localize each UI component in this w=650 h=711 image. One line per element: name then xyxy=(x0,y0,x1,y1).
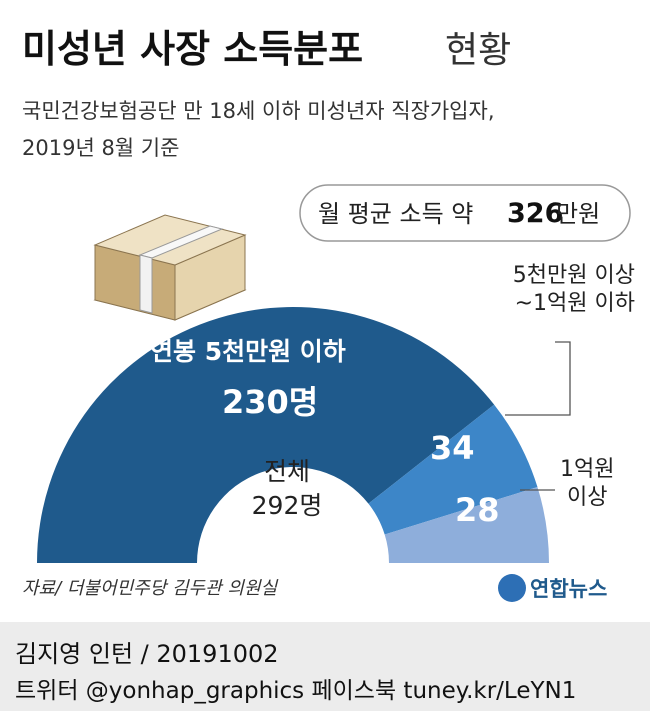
source: 자료/ 더불어민주당 김두관 의원실 xyxy=(22,578,279,599)
money-icon xyxy=(93,214,247,321)
footer-bg xyxy=(0,622,650,711)
value-label: 28 xyxy=(455,491,500,529)
value-label: 34 xyxy=(430,429,475,467)
subtitle: 국민건강보험공단 만 18세 이하 미성년자 직장가입자, xyxy=(22,99,495,123)
leader-line xyxy=(505,341,571,416)
category-label: 5천만원 이상 ~1억원 이하 xyxy=(512,263,635,316)
logo-icon xyxy=(498,574,526,602)
category-label: 1억원 이상 xyxy=(560,457,615,510)
center-label: 전체 xyxy=(263,457,310,486)
annotation-box xyxy=(299,184,631,242)
annotation-value: 326 xyxy=(507,198,563,229)
chart-title: 미성년 사장 소득분포 xyxy=(22,27,363,71)
value-label: 230명 xyxy=(222,383,319,421)
footer-author: 김지영 인턴 / 20191002 xyxy=(15,640,279,668)
chart-title-suffix: 현황 xyxy=(445,30,511,71)
sector xyxy=(368,404,538,535)
sector xyxy=(384,487,549,563)
logo: 연합뉴스 xyxy=(530,577,607,601)
category-label: 연봉 5천만원 이하 xyxy=(150,337,346,366)
subtitle: 2019년 8월 기준 xyxy=(22,136,179,160)
sector xyxy=(37,307,495,563)
footer-social: 트위터 @yonhap_graphics 페이스북 tuney.kr/LeYN1 xyxy=(15,678,576,704)
annotation-prefix: 월 평균 소득 약 xyxy=(318,200,473,228)
total-label: 292명 xyxy=(251,491,323,520)
annotation-unit: 만원 xyxy=(556,200,600,228)
